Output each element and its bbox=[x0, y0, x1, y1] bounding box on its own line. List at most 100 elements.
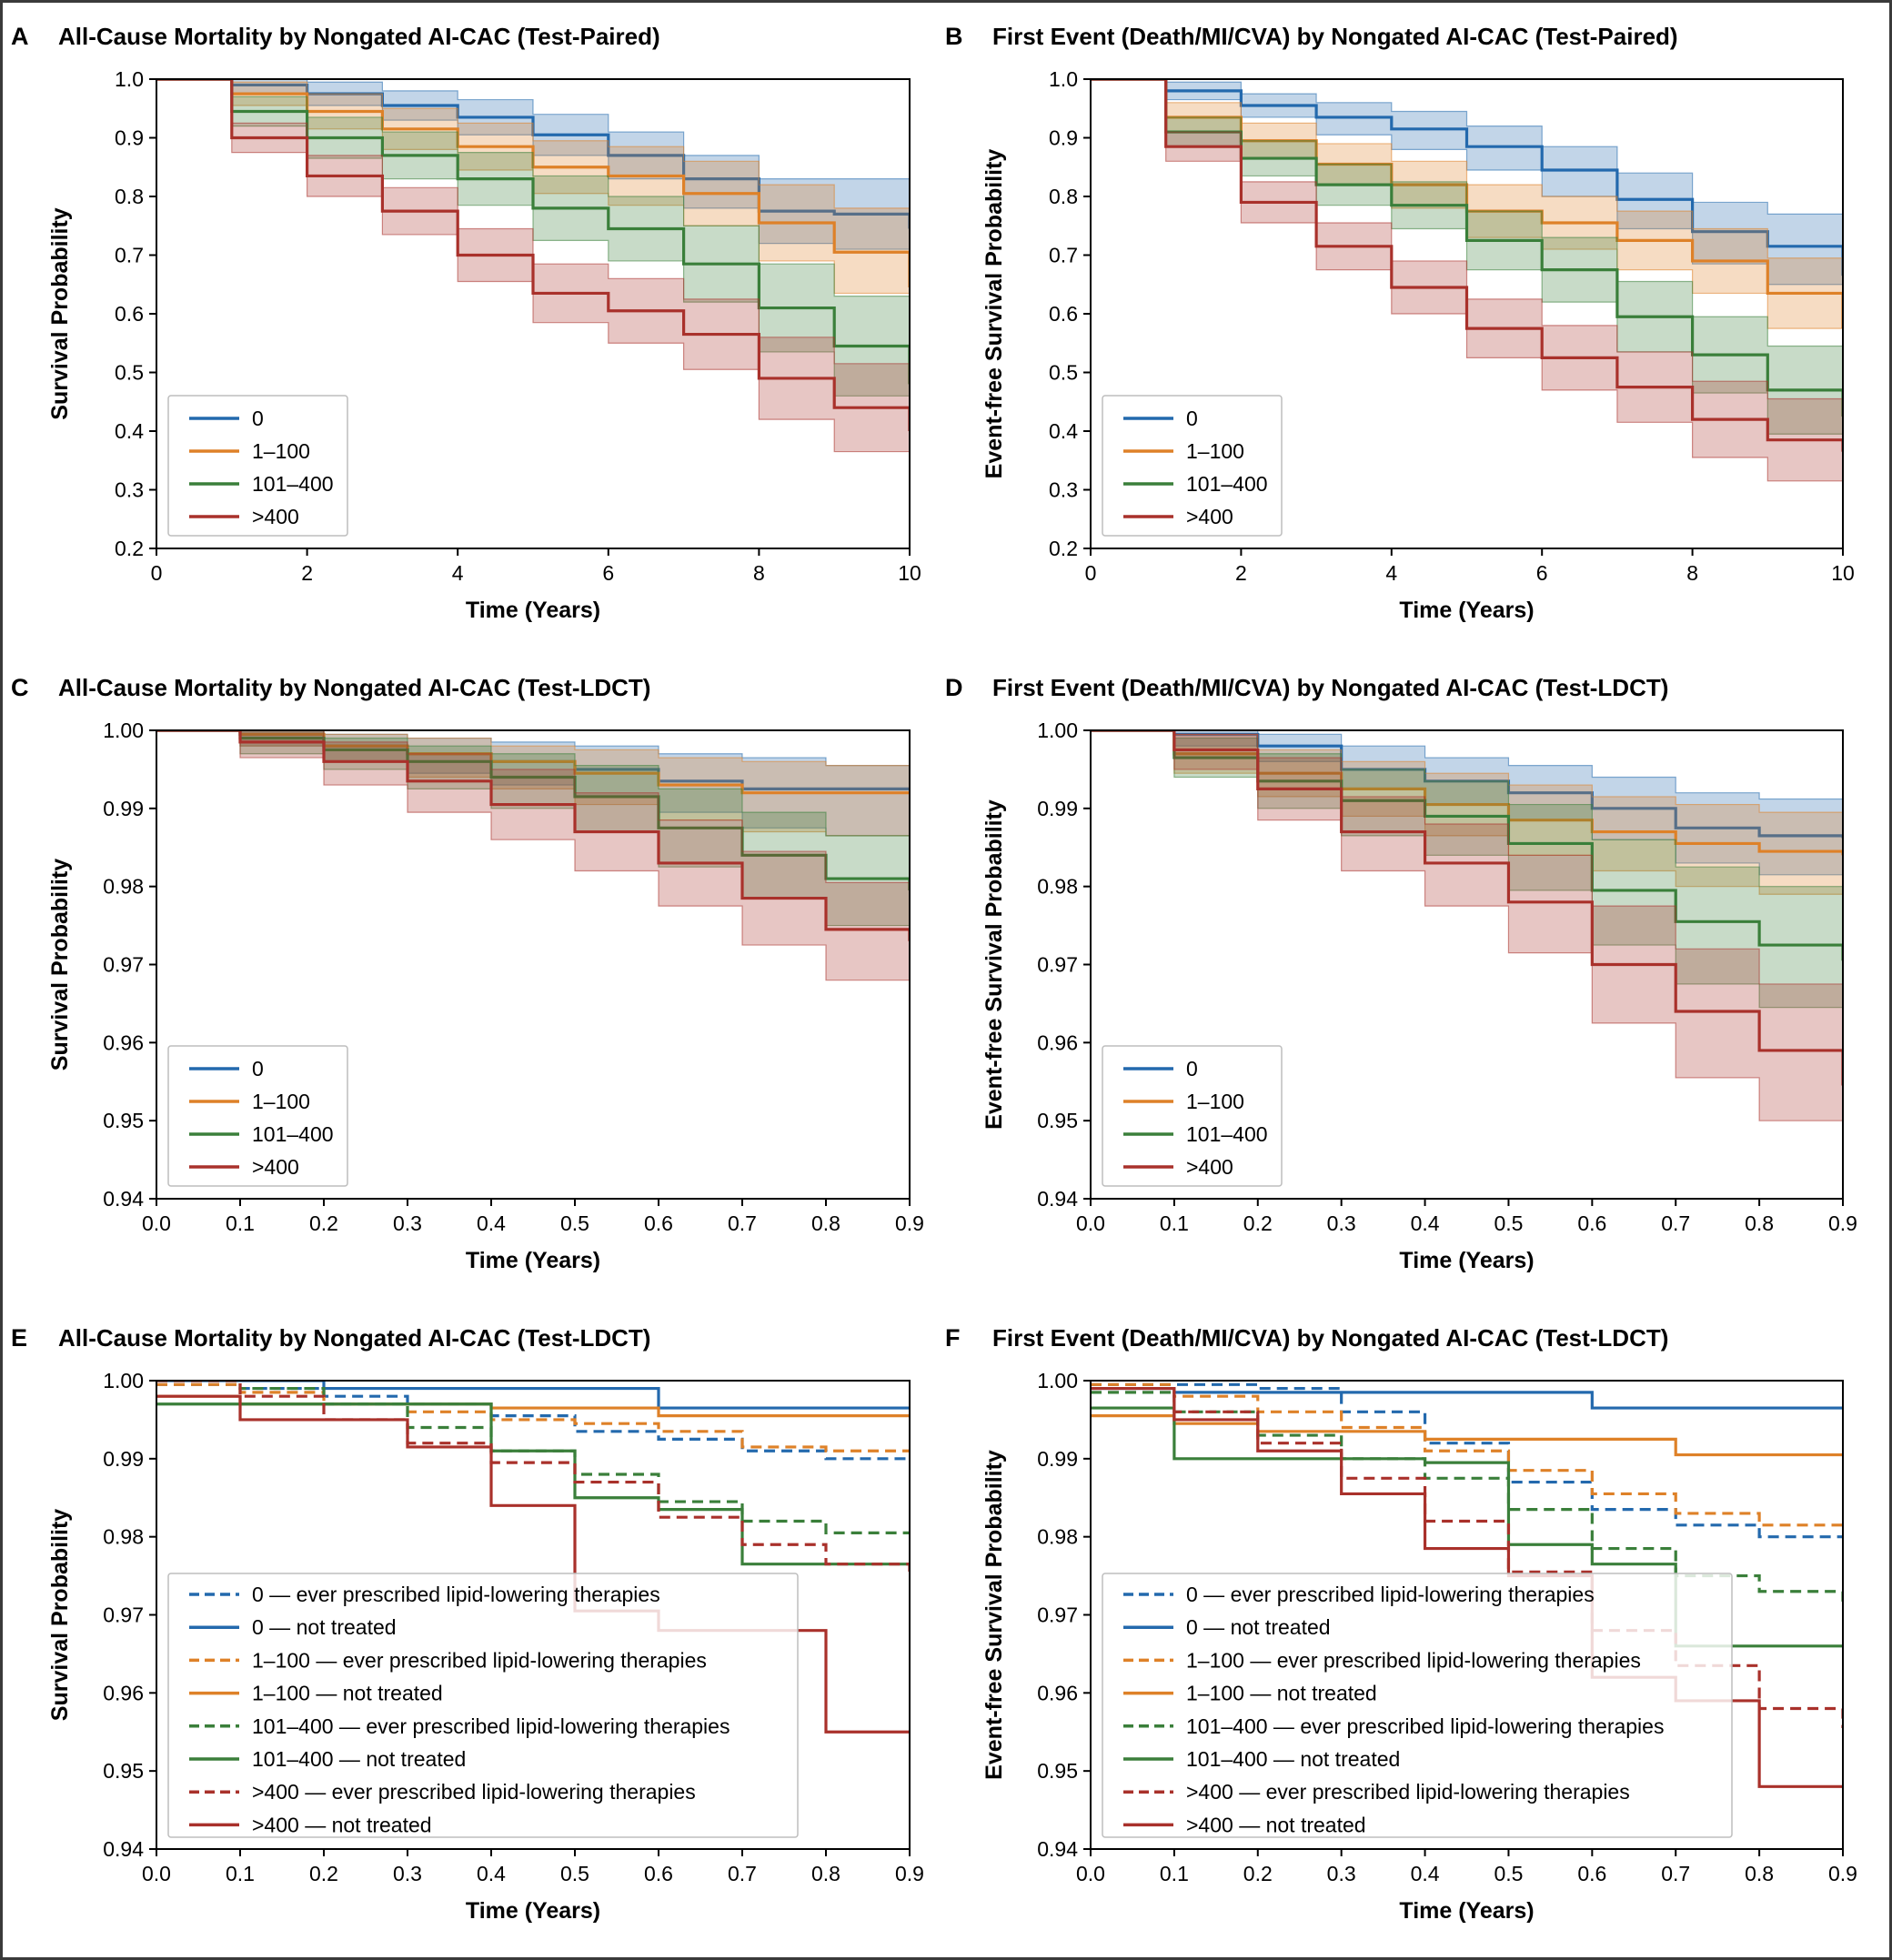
legend-label: 1–100 bbox=[252, 439, 310, 463]
x-tick-label: 10 bbox=[1831, 561, 1855, 585]
ci-band bbox=[1091, 730, 1843, 1156]
y-axis-label: Event-free Survival Probability bbox=[981, 149, 1007, 479]
series-line bbox=[156, 1402, 910, 1566]
series-line bbox=[1091, 1414, 1843, 1457]
legend-box bbox=[167, 395, 348, 537]
y-tick-label: 0.4 bbox=[115, 419, 144, 443]
x-tick-label: 10 bbox=[898, 561, 921, 585]
y-tick-label: 0.3 bbox=[1049, 478, 1078, 502]
series-line bbox=[156, 730, 910, 941]
x-tick-label: 6 bbox=[602, 561, 614, 585]
legend-label: 1–100 bbox=[252, 1090, 310, 1113]
legend-label: 0 bbox=[1186, 407, 1198, 430]
series-line bbox=[156, 79, 910, 431]
series-line bbox=[156, 1381, 910, 1410]
y-axis-label: Event-free Survival Probability bbox=[981, 799, 1007, 1130]
ci-band bbox=[156, 730, 910, 992]
x-tick-label: 8 bbox=[1686, 561, 1698, 585]
x-tick-label: 0.2 bbox=[1243, 1211, 1273, 1235]
y-tick-label: 0.98 bbox=[1037, 875, 1078, 899]
y-tick-label: 0.96 bbox=[103, 1030, 144, 1054]
panel-letter: F bbox=[945, 1324, 961, 1352]
y-axis-label: Survival Probability bbox=[47, 1509, 73, 1722]
legend-label: 101–400 bbox=[1186, 1122, 1268, 1146]
panel-letter: D bbox=[945, 674, 963, 701]
series-line bbox=[156, 1394, 910, 1418]
x-tick-label: 0.4 bbox=[1411, 1211, 1440, 1235]
legend: 0 1–100 101–400 >400 bbox=[1102, 1045, 1283, 1187]
y-tick-label: 0.94 bbox=[1037, 1837, 1078, 1861]
x-tick-label: 0.6 bbox=[1577, 1862, 1606, 1885]
y-tick-label: 0.97 bbox=[103, 1603, 144, 1627]
x-tick-label: 0.8 bbox=[1745, 1862, 1774, 1885]
x-tick-label: 0.5 bbox=[560, 1862, 589, 1885]
x-tick-label: 0 bbox=[151, 561, 163, 585]
x-tick-label: 0.8 bbox=[811, 1211, 840, 1235]
y-tick-label: 0.96 bbox=[103, 1681, 144, 1704]
chart-title: All-Cause Mortality by Nongated AI-CAC (… bbox=[58, 674, 650, 701]
y-tick-label: 0.6 bbox=[115, 302, 144, 326]
series-line bbox=[1091, 730, 1843, 1086]
series-line bbox=[1091, 1382, 1843, 1539]
chart-title: First Event (Death/MI/CVA) by Nongated A… bbox=[992, 23, 1678, 50]
x-tick-label: 0.6 bbox=[1577, 1211, 1606, 1235]
y-tick-label: 1.0 bbox=[115, 67, 144, 91]
y-tick-label: 0.7 bbox=[1049, 244, 1078, 267]
y-tick-label: 0.7 bbox=[115, 244, 144, 267]
chart-title: First Event (Death/MI/CVA) by Nongated A… bbox=[992, 1324, 1668, 1352]
legend-label: >400 bbox=[1186, 505, 1233, 528]
y-tick-label: 0.97 bbox=[1037, 1603, 1078, 1627]
x-tick-label: 0.0 bbox=[1076, 1211, 1105, 1235]
legend-label: 0 — not treated bbox=[252, 1615, 397, 1639]
y-tick-label: 1.00 bbox=[1037, 719, 1078, 742]
y-tick-label: 0.95 bbox=[103, 1109, 144, 1132]
panel-c: C All-Cause Mortality by Nongated AI-CAC … bbox=[11, 674, 924, 1273]
x-axis-label: Time (Years) bbox=[466, 1248, 600, 1273]
x-tick-label: 0.6 bbox=[644, 1211, 673, 1235]
legend-label: 1–100 — not treated bbox=[1186, 1682, 1377, 1705]
x-tick-label: 0.3 bbox=[1327, 1211, 1356, 1235]
x-tick-label: 0.3 bbox=[393, 1862, 422, 1885]
x-tick-label: 0.6 bbox=[644, 1862, 673, 1885]
y-tick-label: 0.3 bbox=[115, 478, 144, 502]
y-tick-label: 0.99 bbox=[1037, 1447, 1078, 1471]
panel-letter: B bbox=[945, 23, 963, 50]
chart-title: All-Cause Mortality by Nongated AI-CAC (… bbox=[58, 23, 660, 50]
panel-letter: A bbox=[11, 23, 29, 50]
series-line bbox=[1091, 79, 1843, 452]
y-tick-label: 0.96 bbox=[1037, 1681, 1078, 1704]
legend-label: 0 bbox=[252, 1057, 264, 1081]
legend-label: 0 — ever prescribed lipid-lowering thera… bbox=[1186, 1583, 1595, 1606]
y-tick-label: 1.00 bbox=[103, 719, 144, 742]
x-tick-label: 0.1 bbox=[226, 1862, 255, 1885]
x-tick-label: 0.8 bbox=[1745, 1211, 1774, 1235]
x-axis-label: Time (Years) bbox=[1399, 1898, 1534, 1924]
legend: 0 1–100 101–400 >400 bbox=[1102, 395, 1283, 537]
series-line bbox=[156, 1381, 910, 1573]
x-tick-label: 0.9 bbox=[895, 1211, 924, 1235]
x-tick-label: 0.0 bbox=[142, 1862, 171, 1885]
legend-label: 101–400 — not treated bbox=[1186, 1747, 1400, 1771]
y-tick-label: 0.4 bbox=[1049, 419, 1078, 443]
legend-label: 0 bbox=[252, 407, 264, 430]
x-tick-label: 0.5 bbox=[1494, 1211, 1523, 1235]
legend-box bbox=[167, 1045, 348, 1187]
legend-label: 0 bbox=[1186, 1057, 1198, 1081]
panel-letter: C bbox=[11, 674, 29, 701]
y-tick-label: 0.2 bbox=[1049, 537, 1078, 560]
panel-e: E All-Cause Mortality by Nongated AI-CAC … bbox=[11, 1324, 924, 1924]
y-tick-label: 1.00 bbox=[1037, 1369, 1078, 1392]
x-tick-label: 0.3 bbox=[393, 1211, 422, 1235]
series-line bbox=[1091, 1386, 1843, 1410]
y-tick-label: 0.95 bbox=[1037, 1759, 1078, 1783]
x-tick-label: 0.4 bbox=[477, 1211, 506, 1235]
x-tick-label: 0.7 bbox=[1661, 1211, 1690, 1235]
legend-label: 1–100 — not treated bbox=[252, 1682, 443, 1705]
x-tick-label: 2 bbox=[1235, 561, 1247, 585]
legend-label: 101–400 bbox=[252, 1122, 334, 1146]
legend-box bbox=[1102, 395, 1283, 537]
series-line bbox=[1091, 1382, 1843, 1528]
x-axis-label: Time (Years) bbox=[466, 1898, 600, 1924]
legend-label: 1–100 bbox=[1186, 439, 1244, 463]
